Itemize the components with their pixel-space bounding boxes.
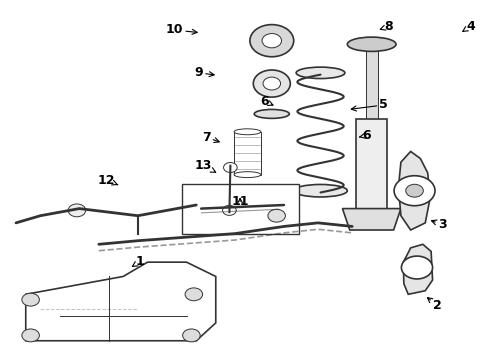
Text: 2: 2 [427,298,442,312]
Ellipse shape [296,67,345,78]
Circle shape [262,33,282,48]
Text: 13: 13 [195,159,216,172]
Polygon shape [403,244,433,294]
Ellipse shape [254,109,289,118]
Text: 6: 6 [360,129,371,142]
Text: 7: 7 [202,131,220,144]
Circle shape [253,70,290,97]
Circle shape [406,184,423,197]
Text: 3: 3 [432,218,447,231]
Text: 9: 9 [195,66,214,79]
Text: 8: 8 [380,20,393,33]
Polygon shape [343,208,401,230]
Text: 11: 11 [231,195,249,208]
Circle shape [394,176,435,206]
Circle shape [263,77,281,90]
Ellipse shape [347,37,396,51]
Text: 10: 10 [166,23,197,36]
Circle shape [22,329,39,342]
Ellipse shape [234,172,261,177]
Circle shape [183,329,200,342]
Ellipse shape [234,129,261,135]
Circle shape [401,256,433,279]
Text: 5: 5 [351,99,388,112]
FancyBboxPatch shape [182,184,298,234]
Circle shape [222,205,236,215]
Bar [234,132,261,175]
Circle shape [223,162,237,172]
Circle shape [68,204,86,217]
Polygon shape [398,152,430,230]
Text: 12: 12 [98,174,118,186]
Circle shape [268,209,286,222]
Text: 4: 4 [463,20,475,33]
Ellipse shape [294,184,347,197]
Circle shape [185,288,202,301]
Circle shape [22,293,39,306]
Circle shape [250,24,294,57]
Bar [366,48,377,126]
Text: 6: 6 [260,95,273,108]
Text: 1: 1 [132,255,145,268]
Bar [356,119,387,208]
